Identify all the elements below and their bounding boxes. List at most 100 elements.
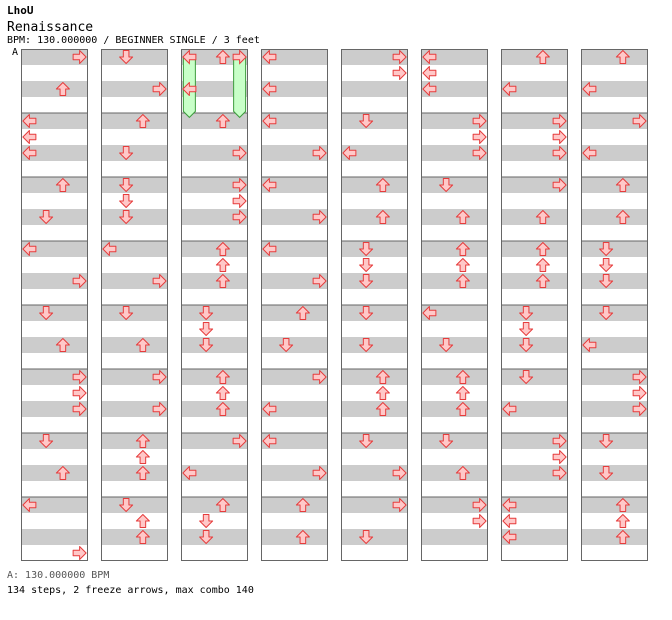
right-arrow-note xyxy=(632,114,647,128)
up-arrow-note xyxy=(215,402,230,416)
beat-band xyxy=(501,209,568,225)
beat-band xyxy=(501,529,568,545)
down-arrow-note xyxy=(519,338,534,352)
up-arrow-note xyxy=(55,178,70,192)
left-arrow-note xyxy=(422,50,437,64)
column-border xyxy=(21,49,88,561)
up-arrow-note xyxy=(135,434,150,448)
up-arrow-note xyxy=(375,178,390,192)
up-arrow-note xyxy=(455,466,470,480)
right-arrow-note xyxy=(152,274,167,288)
right-arrow-note xyxy=(552,450,567,464)
beat-band xyxy=(581,369,648,385)
down-arrow-note xyxy=(599,306,614,320)
down-arrow-note xyxy=(359,258,374,272)
beat-band xyxy=(341,241,408,257)
down-arrow-note xyxy=(119,194,134,208)
beat-band xyxy=(101,369,168,385)
beat-band xyxy=(101,81,168,97)
left-arrow-note xyxy=(22,242,37,256)
beat-band xyxy=(421,465,488,481)
beat-band xyxy=(581,49,648,65)
beat-band xyxy=(581,497,648,513)
freeze-head-arrow xyxy=(232,49,247,65)
beat-band xyxy=(181,401,248,417)
up-arrow-note xyxy=(455,370,470,384)
down-arrow-note xyxy=(119,210,134,224)
right-arrow-note xyxy=(232,210,247,224)
beat-band xyxy=(181,497,248,513)
up-arrow-note xyxy=(215,50,230,64)
beat-band xyxy=(21,209,88,225)
up-arrow-note xyxy=(615,50,630,64)
up-arrow-note xyxy=(535,258,550,272)
column-border xyxy=(261,49,328,561)
chart-column xyxy=(181,49,248,561)
right-arrow-note xyxy=(472,114,487,128)
down-arrow-note xyxy=(439,434,454,448)
down-arrow-note xyxy=(599,242,614,256)
left-arrow-note xyxy=(502,514,517,528)
beat-band xyxy=(341,81,408,97)
freeze-arrow xyxy=(233,56,247,119)
up-arrow-note xyxy=(135,114,150,128)
down-arrow-note xyxy=(39,306,54,320)
beat-band xyxy=(421,145,488,161)
beat-band xyxy=(181,81,248,97)
right-arrow-note xyxy=(472,146,487,160)
beat-band xyxy=(341,337,408,353)
left-arrow-note xyxy=(262,178,277,192)
down-arrow-note xyxy=(39,210,54,224)
beat-band xyxy=(101,209,168,225)
beat-band xyxy=(101,433,168,449)
down-arrow-note xyxy=(519,322,534,336)
beat-band xyxy=(181,177,248,193)
up-arrow-note xyxy=(375,210,390,224)
artist-name: LhoU xyxy=(7,4,34,17)
up-arrow-note xyxy=(455,210,470,224)
down-arrow-note xyxy=(359,274,374,288)
beat-band xyxy=(261,209,328,225)
beat-band xyxy=(501,145,568,161)
beat-band xyxy=(581,177,648,193)
down-arrow-note xyxy=(439,178,454,192)
beat-band xyxy=(261,465,328,481)
right-arrow-note xyxy=(392,498,407,512)
beat-band xyxy=(21,81,88,97)
beat-band xyxy=(21,401,88,417)
beat-band xyxy=(101,273,168,289)
beat-band xyxy=(501,177,568,193)
up-arrow-note xyxy=(55,466,70,480)
up-arrow-note xyxy=(295,306,310,320)
beat-band xyxy=(261,369,328,385)
beat-band xyxy=(421,177,488,193)
beat-band xyxy=(261,497,328,513)
beat-band xyxy=(581,529,648,545)
beat-band xyxy=(21,497,88,513)
beat-band xyxy=(581,145,648,161)
beat-band xyxy=(341,529,408,545)
beat-band xyxy=(341,113,408,129)
left-arrow-note xyxy=(262,402,277,416)
left-arrow-note xyxy=(342,146,357,160)
beat-band xyxy=(341,145,408,161)
left-arrow-note xyxy=(262,114,277,128)
beat-band xyxy=(501,273,568,289)
down-arrow-note xyxy=(519,370,534,384)
beat-band xyxy=(181,145,248,161)
beat-band xyxy=(21,145,88,161)
beat-band xyxy=(421,337,488,353)
right-arrow-note xyxy=(632,370,647,384)
beat-band xyxy=(181,465,248,481)
left-arrow-note xyxy=(262,82,277,96)
beat-band xyxy=(421,113,488,129)
beat-band xyxy=(21,337,88,353)
chart-column xyxy=(261,49,328,561)
chart-column xyxy=(101,49,168,561)
down-arrow-note xyxy=(359,242,374,256)
right-arrow-note xyxy=(232,178,247,192)
beat-band xyxy=(261,433,328,449)
up-arrow-note xyxy=(215,114,230,128)
column-border xyxy=(501,49,568,561)
